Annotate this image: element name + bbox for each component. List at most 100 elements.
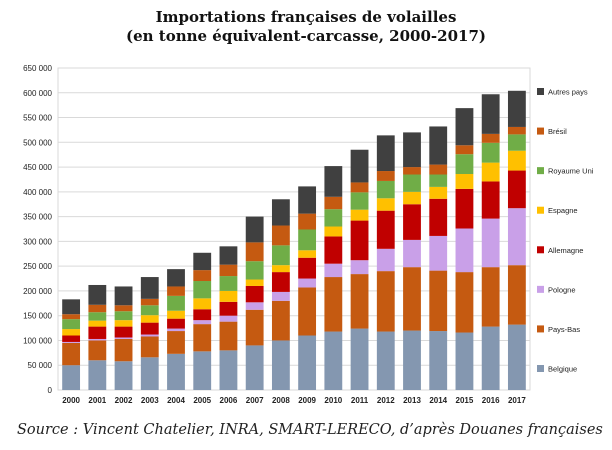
bar-segment (324, 236, 343, 264)
bar-segment (245, 309, 264, 346)
bar-segment (298, 278, 317, 288)
legend-swatch (537, 365, 544, 372)
bar-segment (62, 314, 81, 320)
bar-segment (167, 328, 185, 332)
chart-title: Importations françaises de volailles (en… (0, 8, 612, 46)
y-tick-label: 250 000 (23, 262, 52, 271)
bar-segment (481, 267, 500, 327)
x-tick-label: 2010 (324, 396, 342, 405)
x-tick-label: 2007 (246, 396, 264, 405)
bar-segment (481, 133, 500, 143)
bar-segment (324, 226, 343, 237)
bar-segment (403, 132, 421, 168)
bar-segment (403, 167, 421, 175)
legend-label: Allemagne (548, 246, 583, 255)
bar-segment (245, 345, 264, 390)
bar-segment (298, 229, 317, 251)
bar-segment (219, 264, 238, 277)
legend-swatch (537, 285, 544, 293)
bar-segment (219, 350, 238, 390)
bar-segment (507, 134, 526, 151)
bar-segment (140, 305, 159, 316)
bar-segment (193, 281, 212, 299)
bar-segment (324, 209, 343, 227)
bar-segment (140, 334, 159, 337)
x-tick-label: 2003 (141, 396, 159, 405)
legend-label: Espagne (548, 206, 578, 215)
title-line-2: (en tonne équivalent-carcasse, 2000-2017… (126, 27, 486, 45)
y-tick-label: 550 000 (23, 114, 52, 123)
bar-segment (167, 286, 185, 296)
bar-segment (376, 180, 395, 199)
bar-segment (219, 301, 238, 316)
bar-segment (481, 326, 500, 390)
y-tick-label: 350 000 (23, 213, 52, 222)
bar-segment (219, 276, 238, 291)
y-tick-label: 150 000 (23, 312, 52, 321)
x-tick-label: 2004 (167, 396, 185, 405)
y-tick-label: 650 000 (23, 64, 52, 73)
bar-segment (455, 188, 474, 229)
bar-segment (507, 126, 526, 135)
bar-segment (429, 198, 448, 236)
bar-segment (114, 361, 133, 390)
source-note: Source : Vincent Chatelier, INRA, SMART-… (17, 422, 603, 438)
x-tick-label: 2017 (508, 396, 526, 405)
y-tick-label: 400 000 (23, 188, 52, 197)
bar-segment (507, 324, 526, 390)
bar-segment (193, 309, 212, 321)
y-tick-label: 300 000 (23, 237, 52, 246)
bar-segment (324, 166, 343, 197)
legend-label: Pays-Bas (548, 325, 580, 334)
x-tick-label: 2002 (115, 396, 133, 405)
bar-segment (455, 174, 474, 189)
bar-segment (245, 285, 264, 303)
bar-segment (507, 265, 526, 325)
legend-label: Belgique (548, 365, 577, 374)
x-tick-label: 2013 (403, 396, 421, 405)
bar-segment (167, 353, 185, 390)
bar-segment (429, 270, 448, 332)
bar-segment (376, 135, 395, 172)
bar-segment (298, 213, 317, 230)
bar-segment (298, 287, 317, 336)
bar-segment (403, 174, 421, 192)
bar-segment (88, 340, 107, 361)
bar-segment (167, 295, 185, 311)
bar-segment (350, 274, 369, 329)
bar-segment (455, 228, 474, 273)
bar-segment (271, 199, 290, 226)
bar-segment (350, 182, 369, 193)
bar-segment (140, 322, 159, 335)
bar-segment (429, 331, 448, 390)
legend-label: Autres pays (548, 88, 588, 97)
bar-segment (114, 305, 133, 312)
bar-segment (62, 341, 81, 343)
bar-segment (62, 335, 81, 342)
bar-segment (88, 360, 107, 390)
bar-segment (245, 302, 264, 310)
legend-label: Brésil (548, 127, 567, 136)
stacked-bar-chart: 0 50 000 100 000 150 000 200 000 250 000 300 0… (23, 64, 594, 405)
bar-segment (62, 319, 81, 330)
bar-segment (507, 170, 526, 209)
bar-segment (245, 279, 264, 286)
bar-segment (455, 154, 474, 175)
bar-segment (167, 269, 185, 287)
bar-segment (403, 191, 421, 205)
bar-segment (429, 186, 448, 199)
bar-segment (88, 338, 107, 341)
bar-segment (507, 150, 526, 171)
bar-segment (193, 270, 212, 282)
bar-segment (298, 335, 317, 390)
bar-segment (298, 186, 317, 214)
bar-segment (245, 216, 264, 243)
bar-segment (376, 248, 395, 272)
bar-segment (114, 337, 133, 339)
bar-segment (219, 290, 238, 302)
bar-segment (167, 331, 185, 354)
bar-segment (271, 225, 290, 246)
bar-segment (219, 315, 238, 322)
bar-segment (376, 210, 395, 249)
bar-segment (455, 332, 474, 390)
